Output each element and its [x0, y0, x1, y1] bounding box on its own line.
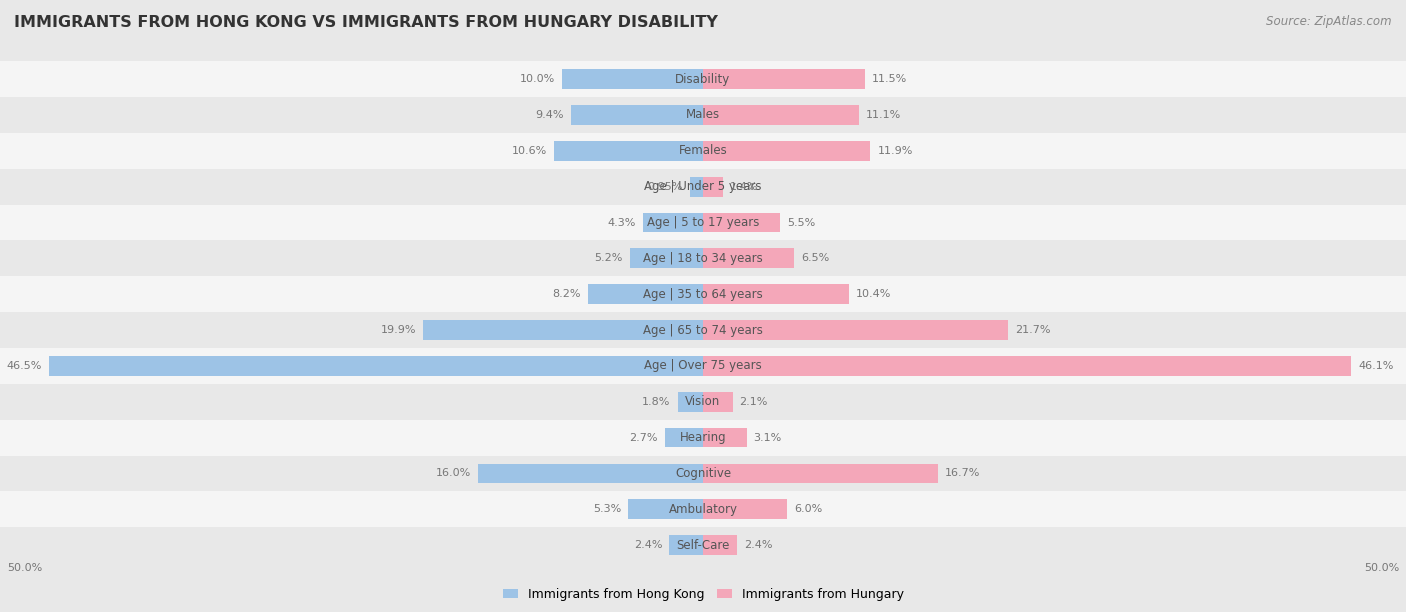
- Text: IMMIGRANTS FROM HONG KONG VS IMMIGRANTS FROM HUNGARY DISABILITY: IMMIGRANTS FROM HONG KONG VS IMMIGRANTS …: [14, 15, 718, 31]
- Text: 46.1%: 46.1%: [1358, 361, 1393, 371]
- Bar: [554, 141, 703, 161]
- Text: 11.9%: 11.9%: [877, 146, 912, 156]
- Text: 1.8%: 1.8%: [643, 397, 671, 407]
- Text: 46.5%: 46.5%: [7, 361, 42, 371]
- Bar: [0, 241, 1406, 276]
- Text: 11.1%: 11.1%: [866, 110, 901, 120]
- Bar: [628, 499, 703, 519]
- Bar: [703, 177, 723, 196]
- Text: 1.4%: 1.4%: [730, 182, 758, 192]
- Bar: [703, 212, 780, 233]
- Bar: [703, 248, 794, 268]
- Text: Age | Over 75 years: Age | Over 75 years: [644, 359, 762, 372]
- Text: 3.1%: 3.1%: [754, 433, 782, 442]
- Bar: [703, 499, 787, 519]
- Text: 16.7%: 16.7%: [945, 468, 980, 479]
- Text: Age | Under 5 years: Age | Under 5 years: [644, 180, 762, 193]
- Bar: [630, 248, 703, 268]
- Bar: [703, 392, 733, 412]
- Text: 19.9%: 19.9%: [381, 325, 416, 335]
- Bar: [690, 177, 703, 196]
- Text: 2.7%: 2.7%: [630, 433, 658, 442]
- Text: Self-Care: Self-Care: [676, 539, 730, 551]
- Text: 10.6%: 10.6%: [512, 146, 547, 156]
- Bar: [571, 105, 703, 125]
- Bar: [0, 312, 1406, 348]
- Text: 10.4%: 10.4%: [856, 289, 891, 299]
- Text: 16.0%: 16.0%: [436, 468, 471, 479]
- Text: 8.2%: 8.2%: [553, 289, 581, 299]
- Text: Cognitive: Cognitive: [675, 467, 731, 480]
- Bar: [703, 141, 870, 161]
- Text: 6.0%: 6.0%: [794, 504, 823, 514]
- Text: 4.3%: 4.3%: [607, 217, 636, 228]
- Text: 11.5%: 11.5%: [872, 74, 907, 84]
- Text: 2.4%: 2.4%: [744, 540, 772, 550]
- Text: Age | 5 to 17 years: Age | 5 to 17 years: [647, 216, 759, 229]
- Bar: [703, 320, 1008, 340]
- Bar: [703, 356, 1351, 376]
- Text: 50.0%: 50.0%: [7, 563, 42, 573]
- Text: Hearing: Hearing: [679, 431, 727, 444]
- Text: 2.4%: 2.4%: [634, 540, 662, 550]
- Text: Age | 18 to 34 years: Age | 18 to 34 years: [643, 252, 763, 265]
- Text: 9.4%: 9.4%: [536, 110, 564, 120]
- Text: Vision: Vision: [685, 395, 721, 408]
- Text: 21.7%: 21.7%: [1015, 325, 1050, 335]
- Text: 0.95%: 0.95%: [647, 182, 683, 192]
- Bar: [0, 61, 1406, 97]
- Text: 10.0%: 10.0%: [520, 74, 555, 84]
- Text: Source: ZipAtlas.com: Source: ZipAtlas.com: [1267, 15, 1392, 28]
- Bar: [0, 276, 1406, 312]
- Bar: [0, 491, 1406, 527]
- Bar: [678, 392, 703, 412]
- Bar: [0, 169, 1406, 204]
- Bar: [703, 428, 747, 447]
- Bar: [703, 69, 865, 89]
- Bar: [665, 428, 703, 447]
- Text: Disability: Disability: [675, 73, 731, 86]
- Text: Females: Females: [679, 144, 727, 157]
- Text: Age | 35 to 64 years: Age | 35 to 64 years: [643, 288, 763, 300]
- Text: 5.5%: 5.5%: [787, 217, 815, 228]
- Text: Ambulatory: Ambulatory: [668, 503, 738, 516]
- Bar: [562, 69, 703, 89]
- Legend: Immigrants from Hong Kong, Immigrants from Hungary: Immigrants from Hong Kong, Immigrants fr…: [498, 583, 908, 606]
- Bar: [0, 420, 1406, 455]
- Bar: [0, 527, 1406, 563]
- Text: 2.1%: 2.1%: [740, 397, 768, 407]
- Text: Age | 65 to 74 years: Age | 65 to 74 years: [643, 324, 763, 337]
- Bar: [0, 97, 1406, 133]
- Text: 5.2%: 5.2%: [595, 253, 623, 263]
- Text: Males: Males: [686, 108, 720, 121]
- Bar: [669, 536, 703, 555]
- Text: 50.0%: 50.0%: [1364, 563, 1399, 573]
- Bar: [703, 536, 737, 555]
- Text: 5.3%: 5.3%: [593, 504, 621, 514]
- Bar: [643, 212, 703, 233]
- Bar: [0, 133, 1406, 169]
- Bar: [0, 455, 1406, 491]
- Bar: [703, 105, 859, 125]
- Bar: [423, 320, 703, 340]
- Bar: [703, 463, 938, 483]
- Bar: [0, 384, 1406, 420]
- Bar: [0, 204, 1406, 241]
- Bar: [703, 285, 849, 304]
- Bar: [478, 463, 703, 483]
- Bar: [0, 348, 1406, 384]
- Bar: [49, 356, 703, 376]
- Text: 6.5%: 6.5%: [801, 253, 830, 263]
- Bar: [588, 285, 703, 304]
